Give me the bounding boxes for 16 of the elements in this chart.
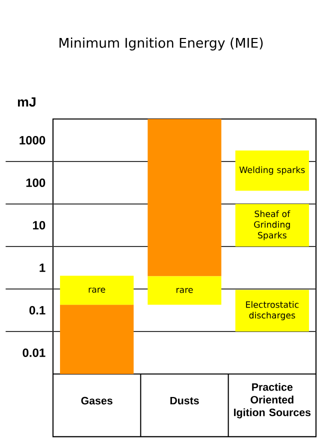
chart-title: Minimum Ignition Energy (MIE): [60, 38, 263, 50]
data-label: Electrostatic discharges: [246, 301, 299, 320]
y-tick-label: 0.01: [22, 348, 46, 357]
y-tick-label: 0.1: [29, 306, 46, 314]
x-tick-label: Practice Oriented Igition Sources: [234, 383, 311, 418]
data-label: Sheaf of Grinding Sparks: [254, 210, 290, 240]
data-label: rare: [88, 288, 106, 293]
y-tick-label: 10: [33, 220, 46, 230]
y-axis-title: mJ: [18, 97, 36, 107]
y-tick-label: 1000: [20, 136, 46, 145]
y-tick-label: 1: [40, 264, 46, 272]
y-tick-label: 100: [26, 178, 46, 188]
x-tick-label: Gases: [81, 396, 112, 404]
x-tick-label: Dusts: [170, 396, 199, 404]
data-label: rare: [176, 288, 193, 293]
data-label: Welding sparks: [239, 166, 305, 175]
